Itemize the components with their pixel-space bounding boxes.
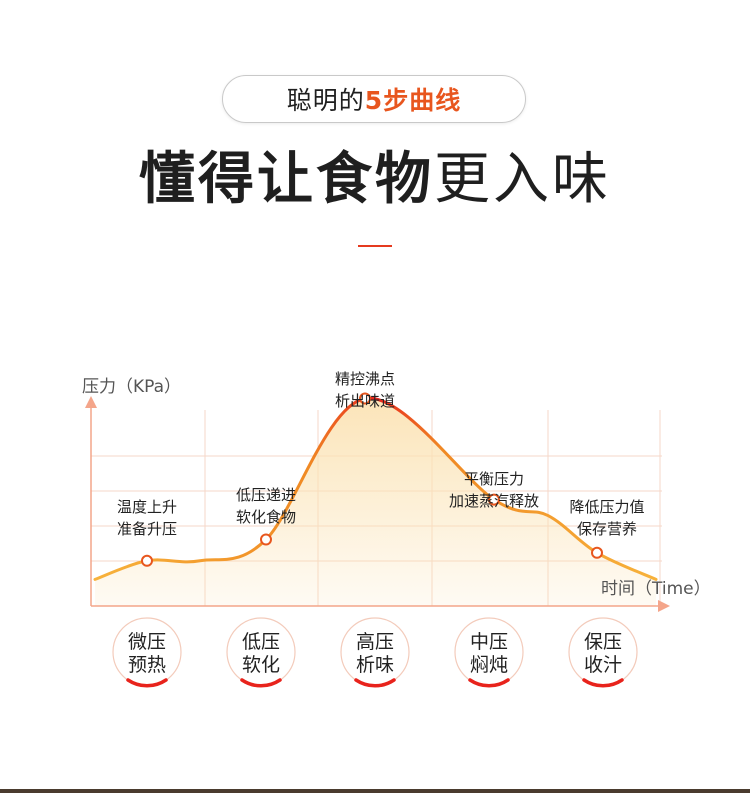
headline-light: 更入味 [434, 147, 611, 212]
curve-area-fill [95, 398, 656, 606]
stage-marker [359, 392, 371, 405]
stage-label: 中压 [470, 631, 508, 653]
stage-circle-accent [468, 678, 510, 688]
stage-label: 焖炖 [470, 654, 508, 676]
stage-label: 收汁 [584, 654, 622, 676]
y-axis-label: 压力（KPa） [82, 377, 181, 397]
stage-label: 预热 [128, 654, 166, 676]
stage-label: 低压 [242, 631, 280, 653]
stage-annotation: 软化食物 [236, 508, 296, 526]
stage-annotation: 低压递进 [236, 486, 296, 504]
stage-annotation: 温度上升 [117, 498, 177, 516]
stage-annotation: 准备升压 [117, 520, 177, 538]
stage-marker [591, 546, 603, 559]
pill-highlight: 5步曲线 [364, 86, 462, 115]
stage-circle-accent [240, 678, 282, 688]
stage-label: 析味 [356, 654, 394, 676]
headline-bold: 懂得让食物 [139, 147, 434, 212]
stage-marker [260, 533, 272, 546]
subtitle-pill: 聪明的 5步曲线 [222, 75, 526, 123]
stage-label: 微压 [128, 631, 166, 653]
pill-text: 聪明的 [286, 86, 365, 115]
stage-annotation: 降低压力值 [569, 498, 644, 516]
stage-annotation: 保存营养 [577, 520, 637, 538]
stage-annotation: 加速蒸汽释放 [449, 492, 539, 510]
stage-label: 高压 [356, 631, 394, 653]
stage-label: 保压 [584, 631, 622, 653]
stage-annotation: 精控沸点 [335, 370, 395, 388]
stage-circle-accent [126, 678, 168, 688]
footer-divider [0, 789, 750, 793]
stage-marker [488, 493, 500, 506]
stage-circle-accent [582, 678, 624, 688]
x-axis-label: 时间（Time） [601, 579, 711, 599]
page-title: 懂得让食物更入味 [0, 140, 750, 220]
stage-marker [141, 554, 153, 567]
stage-annotation: 析出味道 [335, 392, 395, 410]
stage-circle-accent [354, 678, 396, 688]
title-divider [358, 245, 392, 247]
stage-label: 软化 [242, 654, 280, 676]
stage-annotation: 平衡压力 [464, 470, 524, 488]
